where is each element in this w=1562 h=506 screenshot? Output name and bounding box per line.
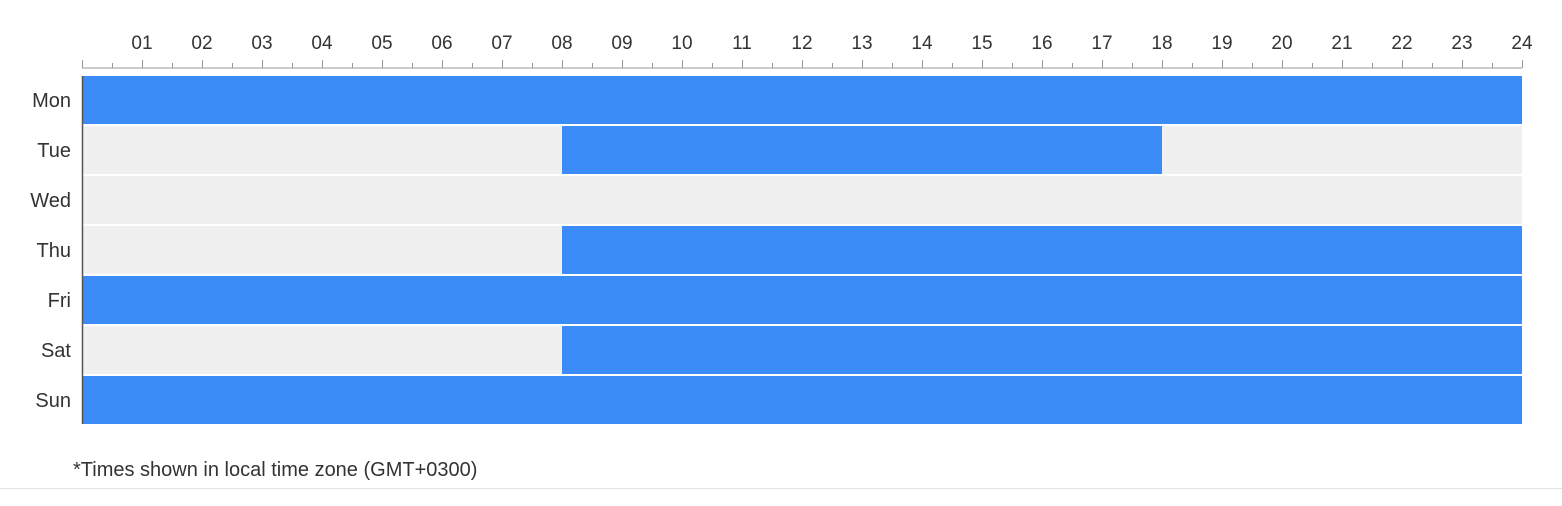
weekly-schedule-chart: 01 02 03 04 05 06 07 08 09 10 11 12 13 14 15 16 17 18 19 20…: [30, 33, 1533, 424]
x-tick-label-16: 16: [1031, 33, 1052, 54]
active-block-thu-0: [562, 226, 1522, 274]
active-block-mon-0: [82, 76, 1522, 124]
active-block-tue-0: [562, 126, 1162, 174]
x-tick-label-08: 08: [551, 33, 572, 54]
x-tick-label-05: 05: [371, 33, 392, 54]
x-tick-label-14: 14: [911, 33, 933, 54]
x-tick-label-24: 24: [1511, 33, 1533, 54]
x-tick-label-12: 12: [791, 33, 812, 54]
timezone-footnote: *Times shown in local time zone (GMT+030…: [73, 459, 478, 481]
x-tick-label-22: 22: [1391, 33, 1412, 54]
x-tick-label-09: 09: [611, 33, 632, 54]
x-tick-label-02: 02: [191, 33, 212, 54]
x-tick-label-06: 06: [431, 33, 452, 54]
x-tick-label-17: 17: [1091, 33, 1112, 54]
day-label-fri: Fri: [48, 290, 71, 312]
x-tick-label-15: 15: [971, 33, 992, 54]
bottom-divider: [0, 488, 1562, 489]
day-label-tue: Tue: [37, 140, 71, 162]
row-background-wed: [82, 176, 1522, 224]
day-label-wed: Wed: [30, 190, 71, 212]
x-tick-label-18: 18: [1151, 33, 1172, 54]
x-tick-label-11: 11: [732, 33, 752, 54]
x-tick-label-01: 01: [131, 33, 152, 54]
x-tick-label-21: 21: [1331, 33, 1352, 54]
x-tick-label-13: 13: [851, 33, 872, 54]
x-tick-label-03: 03: [251, 33, 272, 54]
x-tick-label-20: 20: [1271, 33, 1292, 54]
active-block-sat-0: [562, 326, 1522, 374]
day-label-sun: Sun: [35, 390, 71, 412]
active-block-sun-0: [82, 376, 1522, 424]
x-tick-label-19: 19: [1211, 33, 1232, 54]
day-label-mon: Mon: [32, 90, 71, 112]
active-block-fri-0: [82, 276, 1522, 324]
x-tick-label-10: 10: [671, 33, 692, 54]
x-tick-label-07: 07: [491, 33, 512, 54]
x-tick-label-23: 23: [1451, 33, 1472, 54]
day-label-thu: Thu: [37, 240, 71, 262]
day-label-sat: Sat: [41, 340, 71, 362]
x-tick-label-04: 04: [311, 33, 333, 54]
